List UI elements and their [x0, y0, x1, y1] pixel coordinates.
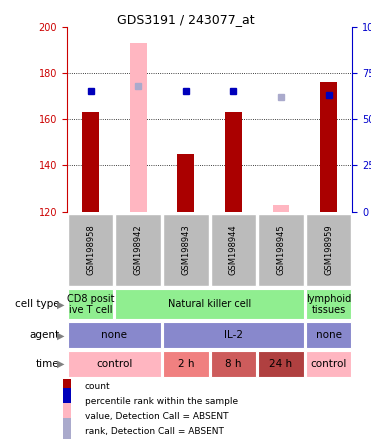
FancyBboxPatch shape: [68, 214, 114, 286]
FancyBboxPatch shape: [306, 322, 351, 349]
Text: value, Detection Call = ABSENT: value, Detection Call = ABSENT: [85, 412, 228, 421]
Text: rank, Detection Call = ABSENT: rank, Detection Call = ABSENT: [85, 427, 224, 436]
Text: control: control: [311, 359, 347, 369]
Text: GSM198943: GSM198943: [181, 225, 190, 275]
FancyBboxPatch shape: [211, 351, 256, 377]
Text: GDS3191 / 243077_at: GDS3191 / 243077_at: [117, 13, 254, 26]
Text: GSM198959: GSM198959: [324, 225, 333, 275]
Text: GSM198958: GSM198958: [86, 225, 95, 275]
FancyBboxPatch shape: [163, 214, 209, 286]
Text: GSM198942: GSM198942: [134, 225, 143, 275]
Bar: [82, 112, 99, 212]
Text: ▶: ▶: [58, 359, 65, 369]
Text: 8 h: 8 h: [225, 359, 242, 369]
FancyBboxPatch shape: [306, 214, 351, 286]
Bar: [130, 43, 147, 212]
Bar: [63, 418, 71, 444]
FancyBboxPatch shape: [163, 322, 304, 349]
FancyBboxPatch shape: [68, 351, 161, 377]
Text: none: none: [101, 330, 127, 340]
Text: count: count: [85, 382, 110, 391]
Text: CD8 posit
ive T cell: CD8 posit ive T cell: [67, 293, 114, 315]
Bar: [225, 112, 242, 212]
Text: agent: agent: [29, 330, 59, 340]
FancyBboxPatch shape: [68, 289, 114, 319]
FancyBboxPatch shape: [115, 289, 304, 319]
Bar: [273, 205, 289, 212]
Bar: [63, 388, 71, 415]
Text: ▶: ▶: [58, 330, 65, 340]
Text: GSM198945: GSM198945: [276, 225, 286, 275]
Bar: [63, 403, 71, 430]
Text: lymphoid
tissues: lymphoid tissues: [306, 293, 351, 315]
Bar: [63, 373, 71, 400]
FancyBboxPatch shape: [115, 214, 161, 286]
FancyBboxPatch shape: [68, 322, 161, 349]
Text: 2 h: 2 h: [178, 359, 194, 369]
Text: cell type: cell type: [15, 299, 59, 309]
Text: percentile rank within the sample: percentile rank within the sample: [85, 397, 238, 406]
Text: ▶: ▶: [58, 299, 65, 309]
FancyBboxPatch shape: [211, 214, 256, 286]
FancyBboxPatch shape: [258, 214, 304, 286]
Text: control: control: [96, 359, 132, 369]
Bar: [320, 82, 337, 212]
FancyBboxPatch shape: [306, 351, 351, 377]
Text: Natural killer cell: Natural killer cell: [168, 299, 251, 309]
Bar: [177, 154, 194, 212]
Text: none: none: [316, 330, 342, 340]
FancyBboxPatch shape: [163, 351, 209, 377]
Text: IL-2: IL-2: [224, 330, 243, 340]
Text: GSM198944: GSM198944: [229, 225, 238, 275]
Text: time: time: [36, 359, 59, 369]
FancyBboxPatch shape: [258, 351, 304, 377]
Text: 24 h: 24 h: [269, 359, 293, 369]
FancyBboxPatch shape: [306, 289, 351, 319]
